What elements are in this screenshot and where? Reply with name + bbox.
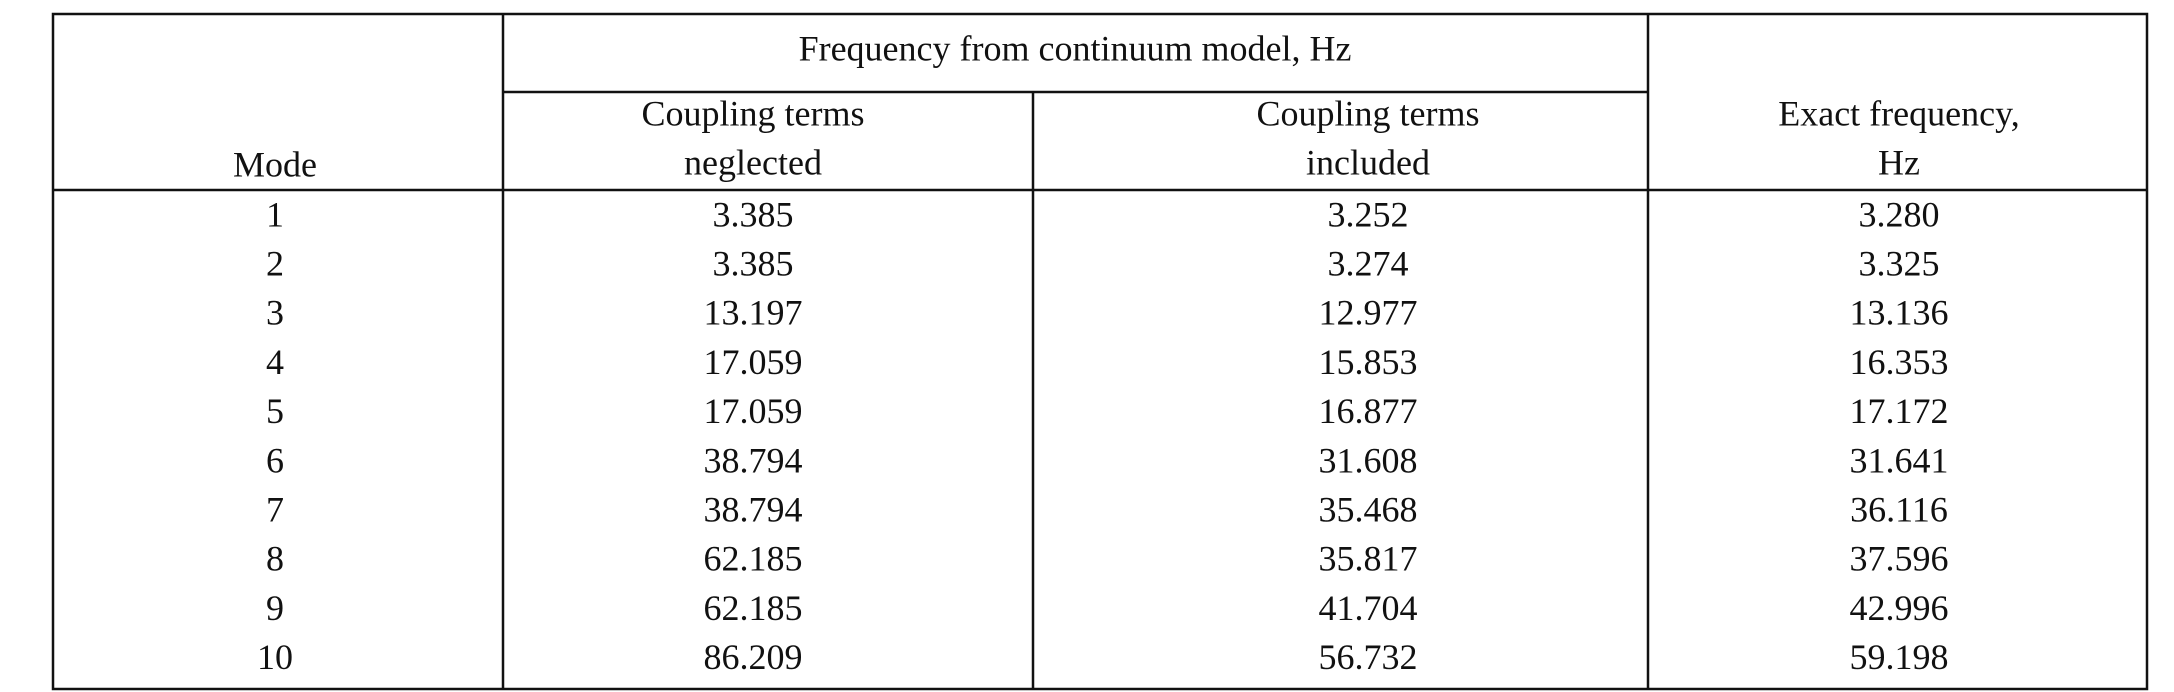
value-cell: 38.794 [704,440,803,480]
column-header: neglected [684,142,822,182]
value-cell: 3.385 [713,243,794,283]
mode-cell: 8 [266,539,284,579]
value-cell: 13.197 [704,293,803,333]
value-cell: 59.198 [1850,637,1949,677]
value-cell: 17.059 [704,342,803,382]
value-cell: 12.977 [1319,293,1418,333]
value-cell: 3.325 [1859,243,1940,283]
mode-cell: 3 [266,293,284,333]
value-cell: 15.853 [1319,342,1418,382]
value-cell: 37.596 [1850,539,1949,579]
value-cell: 62.185 [704,588,803,628]
value-cell: 17.172 [1850,391,1949,431]
value-cell: 56.732 [1319,637,1418,677]
mode-cell: 5 [266,391,284,431]
value-cell: 35.817 [1319,539,1418,579]
value-cell: 42.996 [1850,588,1949,628]
mode-cell: 6 [266,440,284,480]
value-cell: 41.704 [1319,588,1418,628]
value-cell: 16.353 [1850,342,1949,382]
mode-cell: 1 [266,194,284,234]
value-cell: 35.468 [1319,489,1418,529]
value-cell: 13.136 [1850,293,1949,333]
group-header: Frequency from continuum model, Hz [799,28,1352,68]
value-cell: 86.209 [704,637,803,677]
value-cell: 31.608 [1319,440,1418,480]
mode-cell: 4 [266,342,284,382]
value-cell: 3.274 [1328,243,1409,283]
value-cell: 36.116 [1850,489,1948,529]
mode-cell: 10 [257,637,293,677]
value-cell: 38.794 [704,489,803,529]
column-header: Exact frequency, [1778,93,2020,133]
column-header: included [1306,142,1430,182]
column-header: Coupling terms [642,93,865,133]
value-cell: 16.877 [1319,391,1418,431]
mode-header: Mode [233,144,317,184]
mode-cell: 7 [266,489,284,529]
table-border [51,12,2149,691]
value-cell: 3.280 [1859,194,1940,234]
value-cell: 3.252 [1328,194,1409,234]
mode-cell: 9 [266,588,284,628]
column-header: Coupling terms [1257,93,1480,133]
mode-cell: 2 [266,243,284,283]
value-cell: 31.641 [1850,440,1949,480]
value-cell: 17.059 [704,391,803,431]
value-cell: 3.385 [713,194,794,234]
column-header: Hz [1878,142,1920,182]
value-cell: 62.185 [704,539,803,579]
